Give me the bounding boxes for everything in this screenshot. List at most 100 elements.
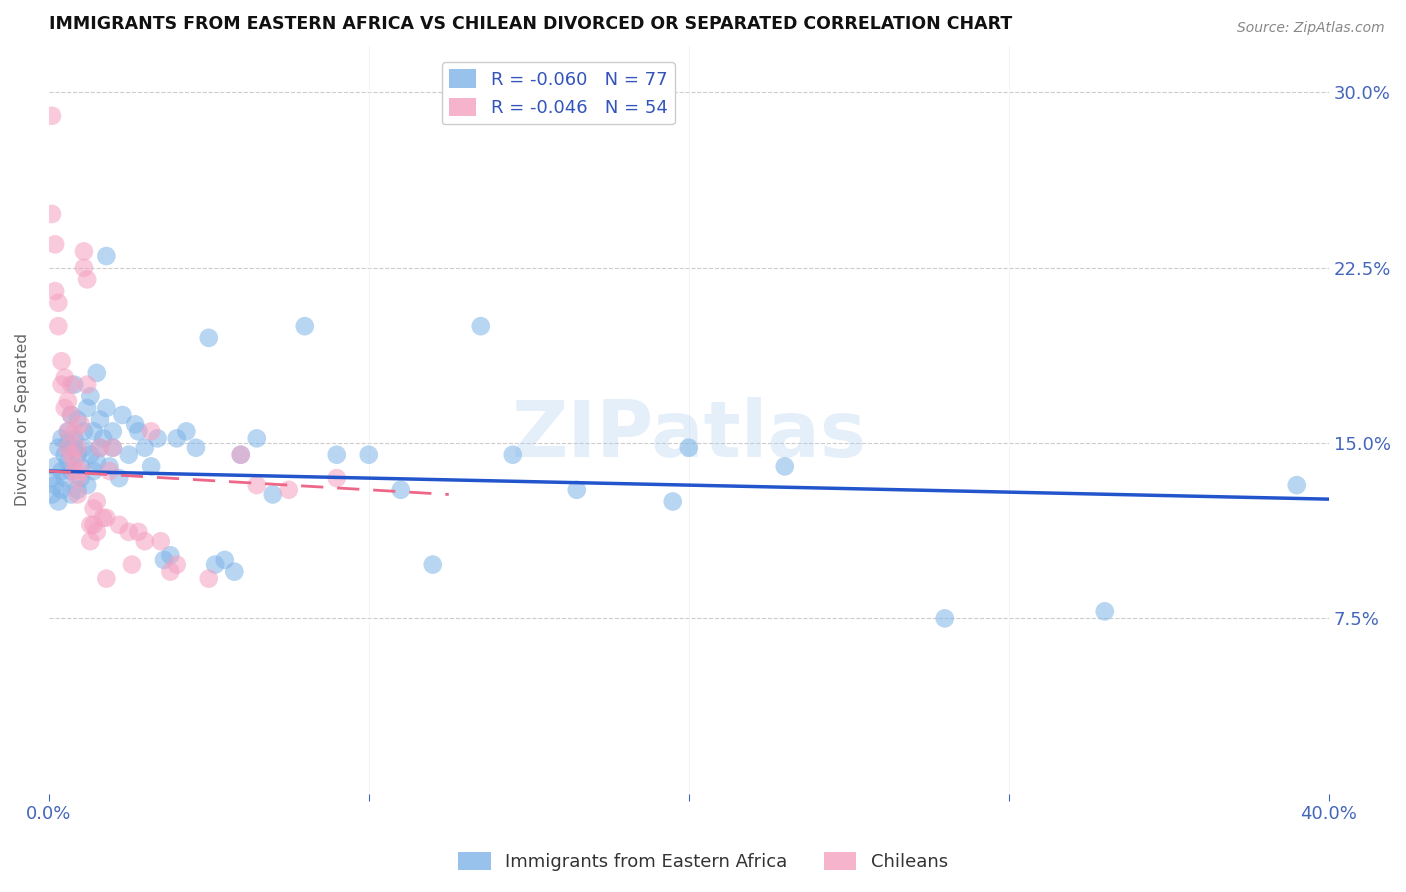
Point [127, 425, 149, 439]
Point [184, 441, 207, 455]
Point [41, 487, 63, 501]
Point [96, 249, 118, 263]
Point [83, 517, 105, 532]
Point [470, 319, 492, 334]
Point [91, 431, 114, 445]
Point [51, 354, 73, 368]
Point [41, 471, 63, 485]
Point [159, 565, 181, 579]
Point [56, 436, 79, 450]
Point [197, 331, 219, 345]
Point [73, 441, 96, 455]
Point [63, 441, 86, 455]
Point [96, 572, 118, 586]
Point [66, 483, 89, 497]
Point [149, 534, 172, 549]
Point [111, 408, 134, 422]
Point [96, 511, 118, 525]
Point [76, 377, 98, 392]
Point [48, 319, 70, 334]
Point [141, 459, 163, 474]
Point [79, 389, 101, 403]
Point [197, 572, 219, 586]
Point [60, 487, 83, 501]
Y-axis label: Divorced or Separated: Divorced or Separated [15, 334, 30, 506]
Legend: R = -0.060   N = 77, R = -0.046   N = 54: R = -0.060 N = 77, R = -0.046 N = 54 [441, 62, 675, 124]
Point [661, 494, 683, 508]
Point [166, 431, 188, 445]
Point [79, 517, 101, 532]
Point [357, 448, 380, 462]
Text: IMMIGRANTS FROM EASTERN AFRICA VS CHILEAN DIVORCED OR SEPARATED CORRELATION CHAR: IMMIGRANTS FROM EASTERN AFRICA VS CHILEA… [49, 15, 1012, 33]
Point [134, 534, 156, 549]
Point [83, 501, 105, 516]
Point [204, 558, 226, 572]
Point [224, 565, 246, 579]
Point [89, 441, 111, 455]
Point [229, 448, 252, 462]
Point [565, 483, 588, 497]
Point [166, 558, 188, 572]
Point [773, 459, 796, 474]
Point [86, 494, 108, 508]
Point [73, 260, 96, 275]
Point [146, 431, 169, 445]
Point [60, 464, 83, 478]
Point [246, 478, 269, 492]
Point [108, 517, 131, 532]
Point [176, 425, 198, 439]
Point [44, 478, 66, 492]
Point [56, 441, 79, 455]
Point [83, 425, 105, 439]
Point [60, 448, 83, 462]
Point [89, 441, 111, 455]
Point [124, 417, 146, 432]
Point [246, 431, 269, 445]
Point [66, 448, 89, 462]
Point [101, 425, 124, 439]
Point [326, 448, 349, 462]
Point [66, 412, 89, 426]
Point [53, 448, 76, 462]
Point [678, 441, 700, 455]
Point [63, 464, 86, 478]
Point [69, 417, 91, 432]
Point [229, 448, 252, 462]
Point [63, 455, 86, 469]
Point [56, 425, 79, 439]
Point [76, 272, 98, 286]
Point [48, 494, 70, 508]
Text: Source: ZipAtlas.com: Source: ZipAtlas.com [1237, 21, 1385, 35]
Point [86, 366, 108, 380]
Point [56, 394, 79, 409]
Point [277, 483, 299, 497]
Point [86, 524, 108, 539]
Point [98, 464, 121, 478]
Point [69, 459, 91, 474]
Point [48, 441, 70, 455]
Point [153, 553, 176, 567]
Point [96, 401, 118, 415]
Point [44, 237, 66, 252]
Point [41, 109, 63, 123]
Point [159, 548, 181, 562]
Point [1285, 478, 1308, 492]
Point [53, 471, 76, 485]
Point [41, 207, 63, 221]
Point [118, 524, 141, 539]
Point [214, 553, 236, 567]
Point [69, 464, 91, 478]
Point [1094, 604, 1116, 618]
Point [63, 431, 86, 445]
Point [66, 487, 89, 501]
Point [66, 471, 89, 485]
Point [66, 441, 89, 455]
Point [73, 244, 96, 259]
Point [51, 377, 73, 392]
Point [44, 459, 66, 474]
Point [134, 441, 156, 455]
Text: ZIPatlas: ZIPatlas [512, 397, 866, 473]
Point [76, 401, 98, 415]
Point [60, 408, 83, 422]
Point [79, 448, 101, 462]
